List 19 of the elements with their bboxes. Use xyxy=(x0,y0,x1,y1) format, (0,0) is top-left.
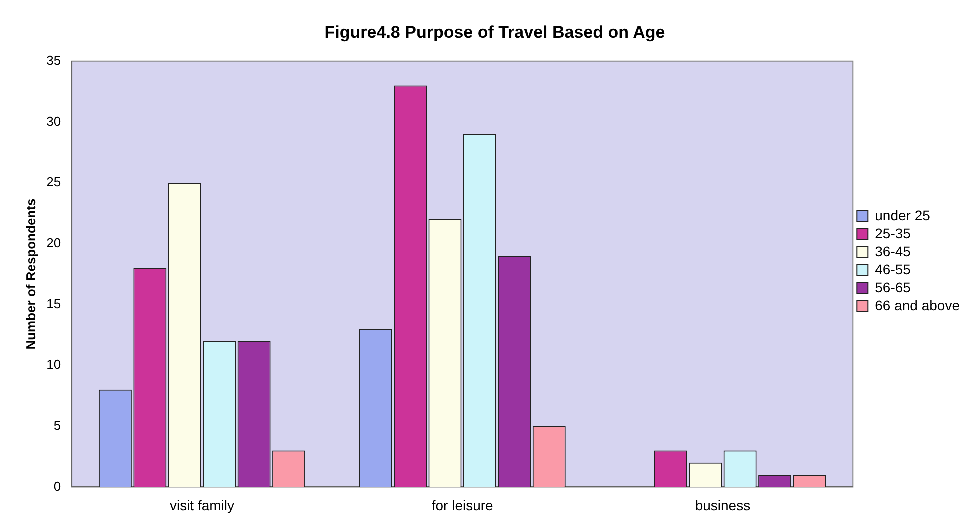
y-tick-label: 10 xyxy=(46,357,62,372)
legend-label: 25-35 xyxy=(875,225,912,242)
y-axis-title: Number of Respondents xyxy=(23,198,38,350)
x-tick-label: visit family xyxy=(170,497,235,514)
x-tick-label: business xyxy=(695,497,751,514)
y-tick-label: 30 xyxy=(46,114,62,129)
legend-label: under 25 xyxy=(875,207,931,224)
y-tick-label: 5 xyxy=(54,418,62,433)
legend-label: 66 and above xyxy=(875,297,960,314)
legend-label: 46-55 xyxy=(875,261,912,278)
y-tick-label: 15 xyxy=(46,296,62,312)
chart-title: Figure4.8 Purpose of Travel Based on Age xyxy=(324,22,666,42)
legend-label: 56-65 xyxy=(875,279,912,296)
y-tick-label: 25 xyxy=(46,174,62,190)
y-tick-label: 0 xyxy=(54,478,62,494)
y-tick-label: 20 xyxy=(46,235,62,250)
x-tick-label: for leisure xyxy=(432,497,494,514)
y-tick-label: 35 xyxy=(46,52,62,68)
legend-label: 36-45 xyxy=(875,243,912,260)
